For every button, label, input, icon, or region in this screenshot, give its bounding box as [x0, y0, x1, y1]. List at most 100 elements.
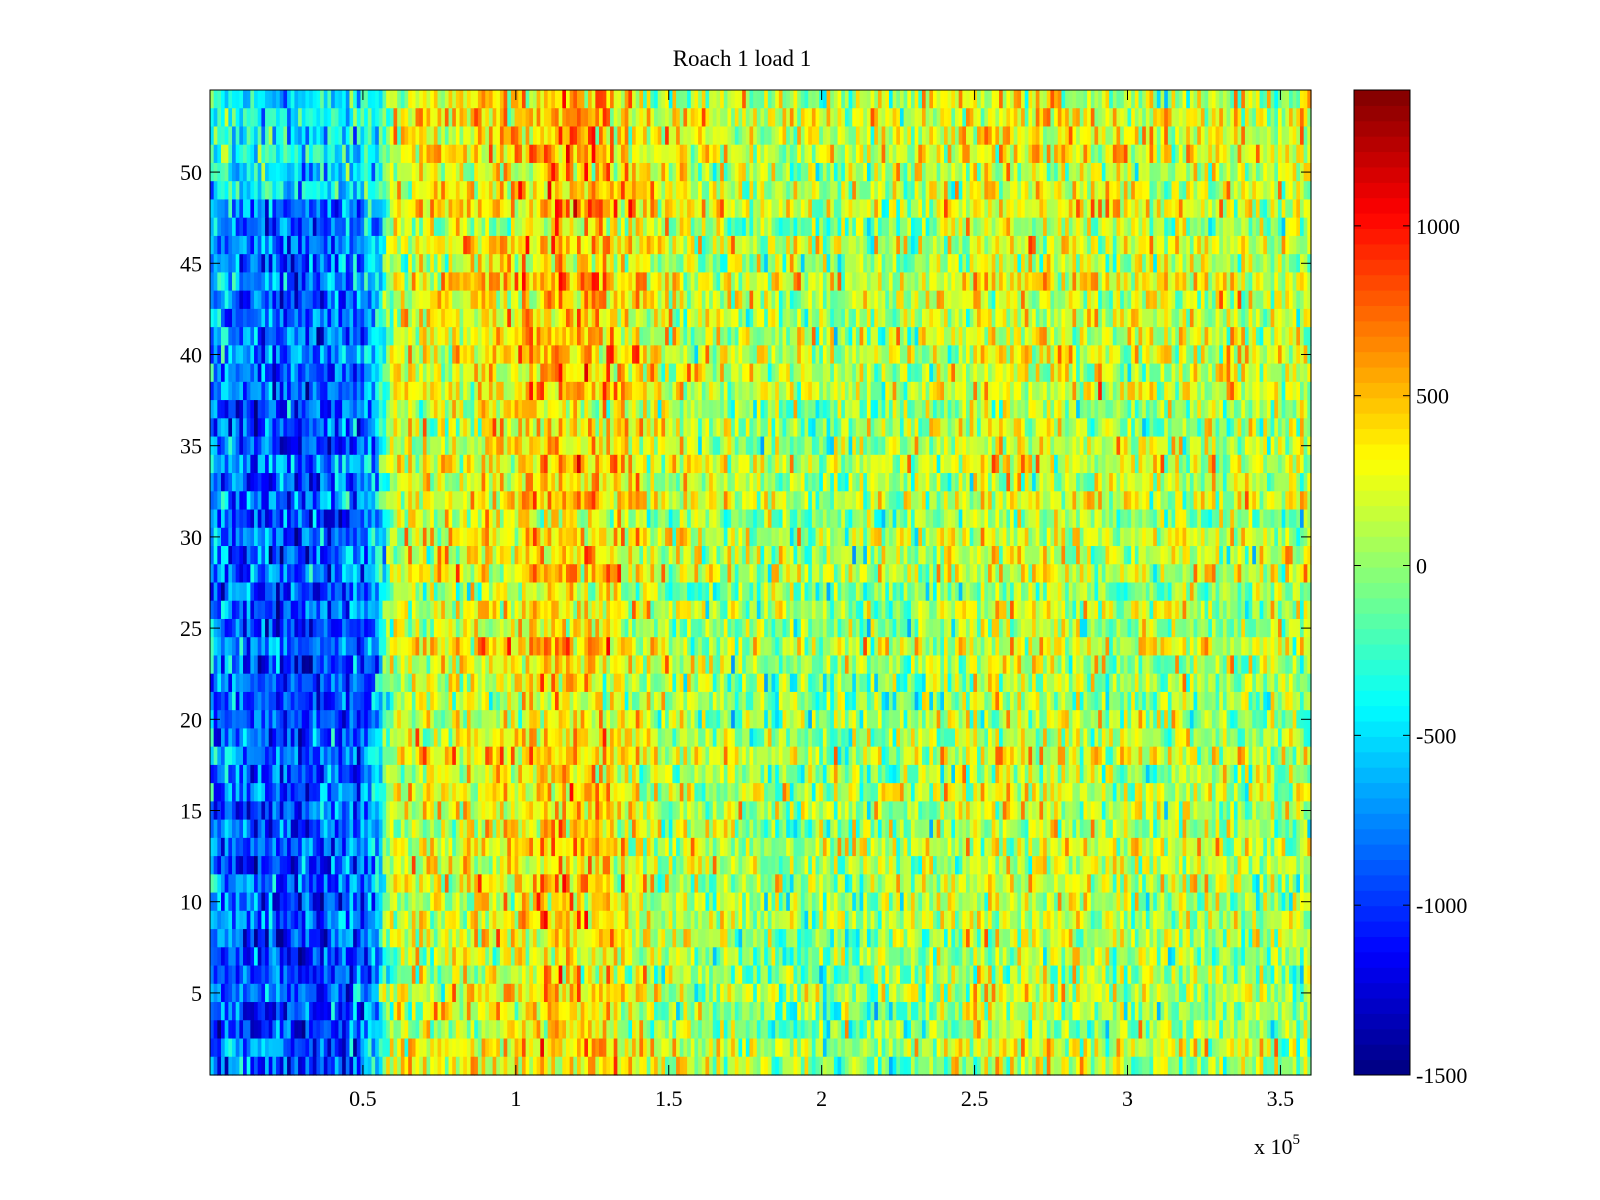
- heatmap-cell: [859, 199, 864, 219]
- heatmap-cell: [459, 272, 464, 292]
- heatmap-cell: [210, 308, 215, 328]
- heatmap-cell: [261, 381, 266, 401]
- heatmap-cell: [1072, 345, 1077, 365]
- heatmap-cell: [683, 217, 688, 237]
- heatmap-cell: [723, 217, 729, 237]
- heatmap-cell: [298, 181, 303, 201]
- heatmap-cell: [437, 254, 442, 274]
- heatmap-cell: [657, 345, 663, 365]
- heatmap-cell: [929, 235, 934, 255]
- heatmap-cell: [932, 254, 938, 274]
- heatmap-cell: [745, 144, 751, 164]
- heatmap-cell: [977, 199, 982, 219]
- heatmap-cell: [1252, 108, 1257, 128]
- heatmap-cell: [888, 254, 894, 274]
- heatmap-cell: [632, 381, 637, 401]
- heatmap-cell: [470, 272, 475, 292]
- heatmap-cell: [239, 144, 244, 164]
- heatmap-cell: [602, 381, 607, 401]
- heatmap-cell: [565, 254, 571, 274]
- heatmap-cell: [477, 308, 483, 328]
- heatmap-cell: [1131, 126, 1136, 146]
- heatmap-cell: [466, 327, 472, 346]
- heatmap-cell: [1211, 108, 1217, 128]
- heatmap-cell: [903, 290, 908, 310]
- heatmap-cell: [1167, 327, 1173, 346]
- heatmap-cell: [672, 162, 677, 182]
- heatmap-cell: [738, 90, 743, 109]
- heatmap-cell: [1028, 199, 1033, 219]
- heatmap-cell: [1112, 308, 1118, 328]
- heatmap-cell: [914, 217, 919, 237]
- heatmap-cell: [1230, 363, 1235, 383]
- heatmap-cell: [217, 144, 222, 164]
- heatmap-cell: [859, 181, 864, 201]
- heatmap-cell: [1219, 126, 1224, 146]
- heatmap-cell: [888, 363, 894, 383]
- heatmap-cell: [254, 327, 259, 346]
- heatmap-cell: [375, 327, 380, 346]
- heatmap-cell: [995, 181, 1000, 201]
- heatmap-cell: [1072, 272, 1077, 292]
- heatmap-cell: [940, 108, 945, 128]
- heatmap-cell: [492, 308, 497, 328]
- heatmap-cell: [349, 108, 354, 128]
- heatmap-cell: [536, 217, 541, 237]
- heatmap-cell: [577, 199, 582, 219]
- heatmap-cell: [1189, 199, 1195, 219]
- heatmap-cell: [1002, 144, 1007, 164]
- heatmap-cell: [665, 126, 670, 146]
- heatmap-cell: [305, 126, 310, 146]
- heatmap-cell: [474, 290, 479, 310]
- heatmap-cell: [657, 90, 663, 109]
- heatmap-cell: [936, 162, 941, 182]
- heatmap-cell: [532, 327, 538, 346]
- heatmap-cell: [290, 90, 296, 109]
- heatmap-cell: [309, 290, 314, 310]
- heatmap-cell: [914, 290, 919, 310]
- heatmap-cell: [334, 217, 340, 237]
- heatmap-cell: [1035, 126, 1041, 146]
- heatmap-cell: [378, 217, 384, 237]
- heatmap-cell: [988, 235, 993, 255]
- heatmap-cell: [892, 217, 897, 237]
- heatmap-cell: [819, 290, 824, 310]
- heatmap-cell: [1028, 108, 1033, 128]
- heatmap-cell: [397, 290, 402, 310]
- heatmap-cell: [621, 272, 626, 292]
- heatmap-cell: [1101, 126, 1107, 146]
- heatmap-cell: [1032, 290, 1037, 310]
- heatmap-cell: [727, 217, 732, 237]
- heatmap-cell: [309, 345, 314, 365]
- heatmap-cell: [1226, 126, 1231, 146]
- heatmap-cell: [408, 126, 413, 146]
- heatmap-cell: [888, 217, 894, 237]
- heatmap-cell: [507, 308, 512, 328]
- heatmap-cell: [393, 126, 398, 146]
- heatmap-cell: [734, 363, 740, 383]
- heatmap-cell: [921, 345, 927, 365]
- heatmap-cell: [855, 381, 861, 401]
- heatmap-cell: [698, 181, 703, 201]
- heatmap-cell: [492, 181, 497, 201]
- heatmap-cell: [936, 272, 941, 292]
- heatmap-cell: [705, 144, 710, 164]
- heatmap-cell: [628, 199, 633, 219]
- heatmap-cell: [841, 217, 846, 237]
- heatmap-cell: [481, 144, 486, 164]
- heatmap-cell: [470, 290, 475, 310]
- heatmap-cell: [433, 126, 439, 146]
- heatmap-cell: [727, 126, 732, 146]
- heatmap-cell: [287, 254, 292, 274]
- heatmap-cell: [331, 308, 336, 328]
- heatmap-cell: [1299, 327, 1305, 346]
- heatmap-cell: [1061, 162, 1066, 182]
- heatmap-cell: [382, 90, 387, 109]
- heatmap-cell: [551, 381, 556, 401]
- heatmap-cell: [1065, 327, 1070, 346]
- heatmap-cell: [536, 108, 541, 128]
- heatmap-cell: [815, 90, 820, 109]
- heatmap-cell: [643, 144, 648, 164]
- heatmap-cell: [210, 290, 215, 310]
- heatmap-cell: [466, 345, 472, 365]
